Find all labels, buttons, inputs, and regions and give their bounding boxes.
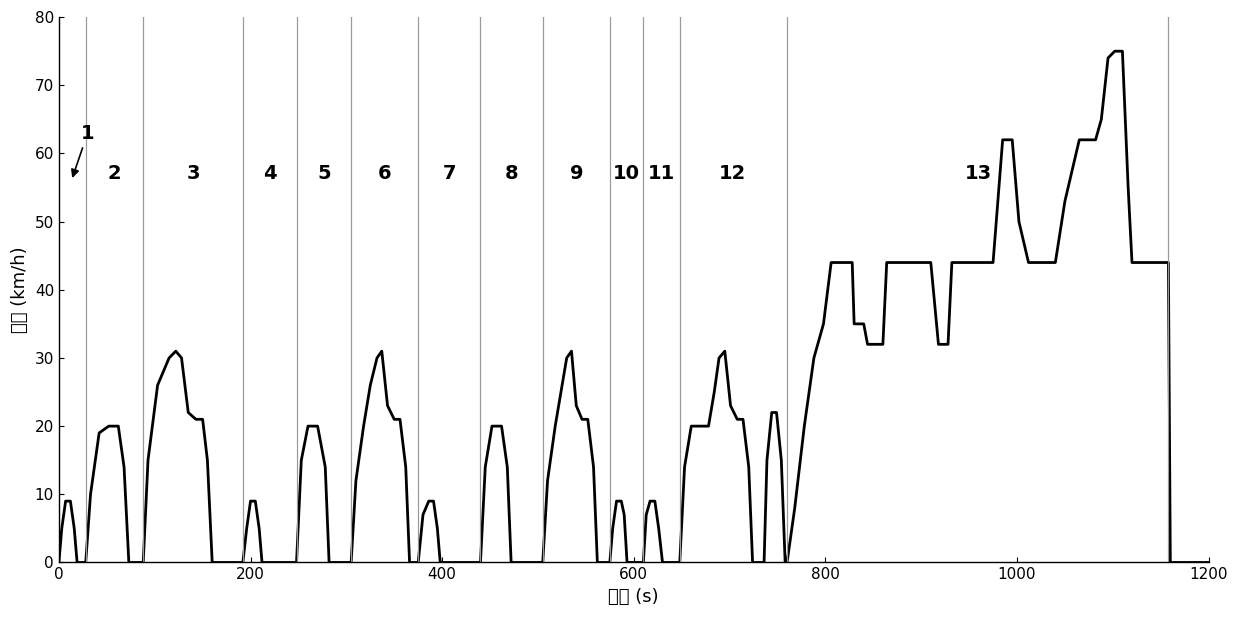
Text: 4: 4: [263, 164, 276, 183]
Text: 12: 12: [719, 164, 746, 183]
Text: 7: 7: [444, 164, 456, 183]
Text: 10: 10: [612, 164, 639, 183]
Text: 9: 9: [570, 164, 584, 183]
Text: 11: 11: [648, 164, 675, 183]
Text: 2: 2: [108, 164, 121, 183]
Text: 13: 13: [965, 164, 992, 183]
Text: 3: 3: [186, 164, 199, 183]
Text: 6: 6: [378, 164, 392, 183]
Text: 8: 8: [504, 164, 518, 183]
Text: 1: 1: [72, 123, 94, 176]
Y-axis label: 车速 (km/h): 车速 (km/h): [11, 246, 28, 333]
Text: 5: 5: [317, 164, 331, 183]
X-axis label: 时间 (s): 时间 (s): [608, 588, 659, 606]
